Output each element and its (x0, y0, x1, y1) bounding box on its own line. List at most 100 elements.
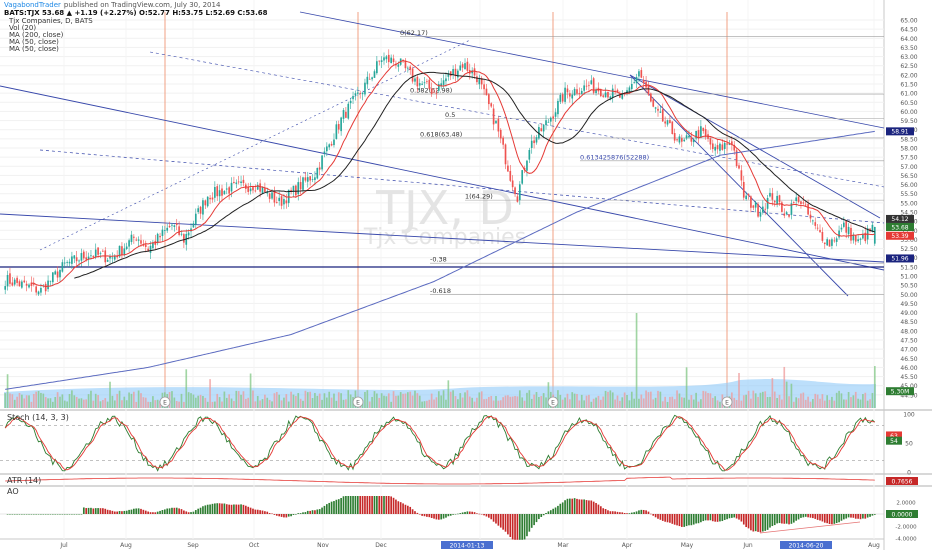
candle-body (566, 88, 569, 93)
ao-bar (18, 514, 21, 515)
earnings-marker[interactable] (547, 396, 559, 408)
indicator-ma50b-label[interactable]: MA (50, close) (9, 45, 59, 53)
trend-line[interactable] (629, 74, 849, 297)
time-tick-label: Apr (622, 542, 633, 549)
volume-bar (828, 399, 831, 408)
trend-line[interactable] (149, 51, 885, 188)
volume-bar (73, 395, 76, 408)
volume-bar (337, 392, 340, 408)
price-tick-label: 48.00 (900, 328, 917, 335)
candle-body (190, 228, 192, 232)
volume-bar (292, 394, 295, 408)
price-axis[interactable]: 65.00 64.50 64.00 63.50 63.00 62.50 62.00 61.50… (895, 18, 917, 543)
candle-body (804, 204, 807, 206)
candle-body (666, 120, 669, 125)
candle-body (421, 83, 423, 85)
ao-bar (719, 514, 721, 522)
volume-bar (47, 398, 49, 408)
candle-body (316, 167, 319, 179)
trend-line[interactable] (0, 213, 885, 263)
volume-bar (256, 395, 259, 408)
ao-bar (426, 514, 428, 517)
volume-bar (754, 393, 757, 408)
ao-bar (492, 514, 495, 522)
time-axis[interactable]: JulAugSepOctNovDecFebMarAprMayJunAug2014… (59, 541, 880, 550)
candle-body (123, 248, 126, 255)
candle-body (709, 138, 712, 145)
volume-bar (414, 390, 416, 408)
candle-body (340, 117, 342, 132)
series-title[interactable]: Tjx Companies, D, BATS (8, 17, 93, 25)
volume-bar (345, 399, 347, 408)
indicator-ma200-label[interactable]: MA (200, close) (9, 31, 64, 39)
trend-line[interactable] (0, 85, 885, 271)
candle-body (378, 60, 381, 62)
volume-bar (280, 400, 283, 408)
volume-bar (66, 401, 68, 408)
volume-bar (518, 390, 521, 408)
ao-bar (669, 514, 671, 523)
candle-body (542, 124, 545, 132)
indicator-volume-label[interactable]: Vol (20) (9, 24, 36, 32)
stoch-label[interactable]: Stoch (14, 3, 3) (7, 413, 69, 422)
volume-bar (52, 401, 54, 408)
volume-bar (657, 390, 659, 408)
candle-body (669, 120, 671, 124)
volume-bar (287, 401, 290, 408)
candle-body (728, 143, 731, 145)
candle-body (850, 227, 852, 241)
ao-bar (373, 496, 376, 514)
atr-label[interactable]: ATR (14) (7, 476, 41, 485)
ao-bar (578, 499, 581, 514)
volume-bar (335, 400, 338, 408)
candle-body (309, 176, 311, 181)
earnings-marker[interactable] (352, 396, 364, 408)
volume-bar (116, 393, 119, 408)
trend-line[interactable] (629, 74, 881, 219)
trend-line[interactable] (299, 11, 885, 129)
ao-bar (797, 514, 800, 520)
price-tick-label: 45.00 (900, 383, 917, 390)
ao-bar (616, 511, 619, 514)
stoch-tag: 54 (890, 438, 898, 445)
candle-body (714, 146, 717, 151)
volume-bar (242, 391, 245, 408)
ao-bar (835, 514, 838, 524)
volume-bar (368, 401, 371, 408)
candle-body (161, 229, 164, 236)
ao-bar (652, 514, 655, 516)
candle-body (16, 277, 18, 283)
ao-bar (807, 514, 809, 518)
time-tick-label: Sep (187, 542, 199, 549)
author-name[interactable]: VagabondTrader (4, 1, 61, 9)
ao-trend-line[interactable] (759, 521, 861, 534)
candle-body (109, 256, 111, 259)
volume-bar (104, 398, 107, 408)
volume-bar (397, 395, 400, 408)
ao-bar (59, 514, 61, 515)
candle-body (702, 127, 705, 132)
ao-bar (71, 514, 73, 515)
earnings-marker[interactable] (721, 396, 733, 408)
ao-label[interactable]: AO (7, 487, 19, 496)
ao-bar (614, 511, 616, 514)
earnings-marker[interactable] (159, 396, 171, 408)
ao-bar (461, 512, 464, 514)
volume-bar (314, 392, 316, 408)
stoch-d-line (4, 416, 875, 471)
candle-body (32, 283, 35, 285)
volume-bar (297, 393, 300, 408)
price-tick-label: 56.00 (900, 182, 917, 189)
ao-bar (240, 504, 242, 514)
fibonacci-levels[interactable]: 0(62.17)0.382(62.98)0.50.618(63.48)0.613… (400, 29, 884, 295)
ao-bar (299, 513, 302, 514)
volume-bar (635, 313, 638, 408)
volume-bar (616, 395, 619, 408)
indicator-ma50-label[interactable]: MA (50, close) (9, 38, 59, 46)
candle-body (285, 200, 288, 204)
volume-bar (259, 400, 261, 408)
volume-bar (113, 400, 116, 408)
volume-bar (640, 394, 643, 408)
trend-channels[interactable] (0, 11, 885, 297)
